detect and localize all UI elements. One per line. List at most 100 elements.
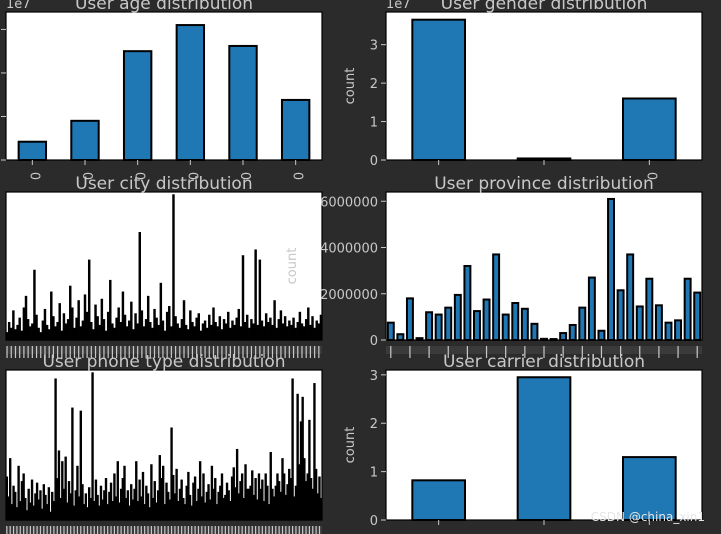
bar-phone-32: [59, 497, 62, 521]
bar-phone-90: [156, 490, 160, 521]
bar-city-34: [77, 300, 80, 341]
bar-city-108: [233, 324, 236, 341]
bar-phone-30: [56, 478, 59, 521]
bar-city-134: [288, 320, 291, 341]
bar-city-103: [222, 319, 226, 341]
bar-city-42: [94, 304, 97, 341]
bar-phone-49: [88, 487, 91, 521]
bar-city-33: [75, 317, 78, 341]
bar-phone-153: [262, 501, 266, 521]
bar-phone-66: [116, 461, 119, 521]
bar-phone-162: [277, 481, 281, 521]
bar-city-122: [262, 326, 266, 341]
bar-phone-105: [182, 497, 185, 521]
bar-phone-9: [20, 481, 24, 521]
bar-phone-102: [177, 501, 180, 521]
bar-phone-7: [17, 465, 20, 521]
bar-phone-81: [141, 471, 145, 521]
watermark: CSDN @china_xin1: [590, 510, 705, 524]
bar-city-67: [146, 295, 150, 341]
bar-city-71: [155, 317, 158, 341]
bar-province-4: [425, 311, 434, 341]
bar-phone-138: [237, 493, 240, 521]
bar-phone-76: [133, 488, 136, 521]
bar-phone-85: [148, 507, 151, 521]
bar-phone-75: [131, 499, 135, 521]
y-axis-label-carrier: count: [343, 427, 358, 464]
bar-city-89: [193, 326, 196, 341]
bar-city-5: [16, 324, 19, 341]
bar-phone-48: [86, 507, 89, 521]
bar-phone-175: [299, 421, 303, 521]
bar-phone-37: [67, 481, 71, 521]
y-tick-label-carrier-2: 2: [370, 417, 378, 432]
bar-phone-62: [109, 482, 113, 521]
bar-city-123: [264, 313, 268, 341]
bar-phone-131: [225, 482, 229, 521]
bar-phone-112: [193, 476, 197, 521]
bar-city-112: [241, 255, 245, 341]
bar-city-28: [64, 323, 68, 341]
bar-phone-25: [47, 487, 51, 521]
bar-phone-70: [123, 465, 126, 521]
bar-phone-119: [205, 491, 209, 521]
bar-phone-118: [203, 502, 207, 521]
bar-city-52: [115, 317, 118, 341]
bar-province-28: [654, 304, 663, 341]
bar-phone-156: [267, 504, 271, 521]
bar-phone-154: [264, 473, 267, 521]
axes-frame-age: [5, 11, 323, 161]
bar-city-0: [5, 332, 9, 341]
bar-phone-12: [25, 510, 29, 521]
bar-phone-114: [197, 488, 200, 521]
bar-city-127: [273, 300, 276, 341]
bar-city-92: [199, 330, 203, 341]
bar-province-18: [559, 332, 568, 341]
bar-city-149: [319, 314, 323, 341]
bar-city-17: [41, 320, 45, 341]
bar-city-104: [224, 323, 228, 341]
bar-city-74: [161, 320, 165, 341]
bar-city-118: [254, 249, 257, 341]
bar-phone-56: [99, 485, 103, 521]
bar-carrier-1: [516, 376, 572, 522]
bar-city-113: [243, 321, 247, 341]
chart-title-gender: User gender distribution: [441, 0, 648, 14]
bar-province-31: [683, 277, 692, 341]
chart-title-carrier: User carrier distribution: [443, 352, 645, 372]
bar-phone-125: [215, 504, 219, 521]
bar-phone-28: [52, 501, 56, 521]
bar-phone-107: [185, 485, 188, 521]
x-tick-labels-phone: [6, 526, 322, 534]
bar-phone-34: [62, 488, 66, 521]
bar-city-14: [35, 314, 38, 341]
bar-phone-69: [121, 478, 125, 521]
bar-province-7: [453, 293, 462, 342]
bar-phone-61: [108, 491, 111, 521]
bar-phone-54: [96, 494, 99, 521]
bar-phone-10: [22, 473, 25, 521]
bar-city-111: [239, 326, 243, 341]
bar-phone-19: [37, 499, 40, 521]
bar-city-68: [149, 321, 152, 341]
bar-phone-186: [318, 476, 321, 521]
bar-province-13: [511, 302, 520, 341]
offset-label-gender: 1e7: [386, 0, 411, 12]
bar-phone-167: [286, 484, 289, 521]
bar-phone-91: [158, 455, 161, 521]
bar-phone-22: [42, 484, 46, 521]
bar-phone-104: [180, 479, 183, 521]
bar-province-30: [674, 319, 683, 341]
bar-city-30: [69, 285, 72, 341]
bar-city-147: [315, 320, 318, 341]
bar-city-97: [210, 324, 213, 341]
bar-city-8: [22, 307, 26, 341]
bar-province-32: [693, 291, 702, 341]
bar-phone-24: [45, 504, 49, 521]
bar-phone-179: [306, 473, 309, 521]
y-tick-label-carrier-0: 0: [370, 514, 378, 529]
y-tick-label-carrier-1: 1: [370, 466, 378, 481]
bar-city-27: [62, 313, 66, 341]
bar-phone-166: [284, 494, 288, 521]
bar-phone-58: [103, 490, 106, 521]
